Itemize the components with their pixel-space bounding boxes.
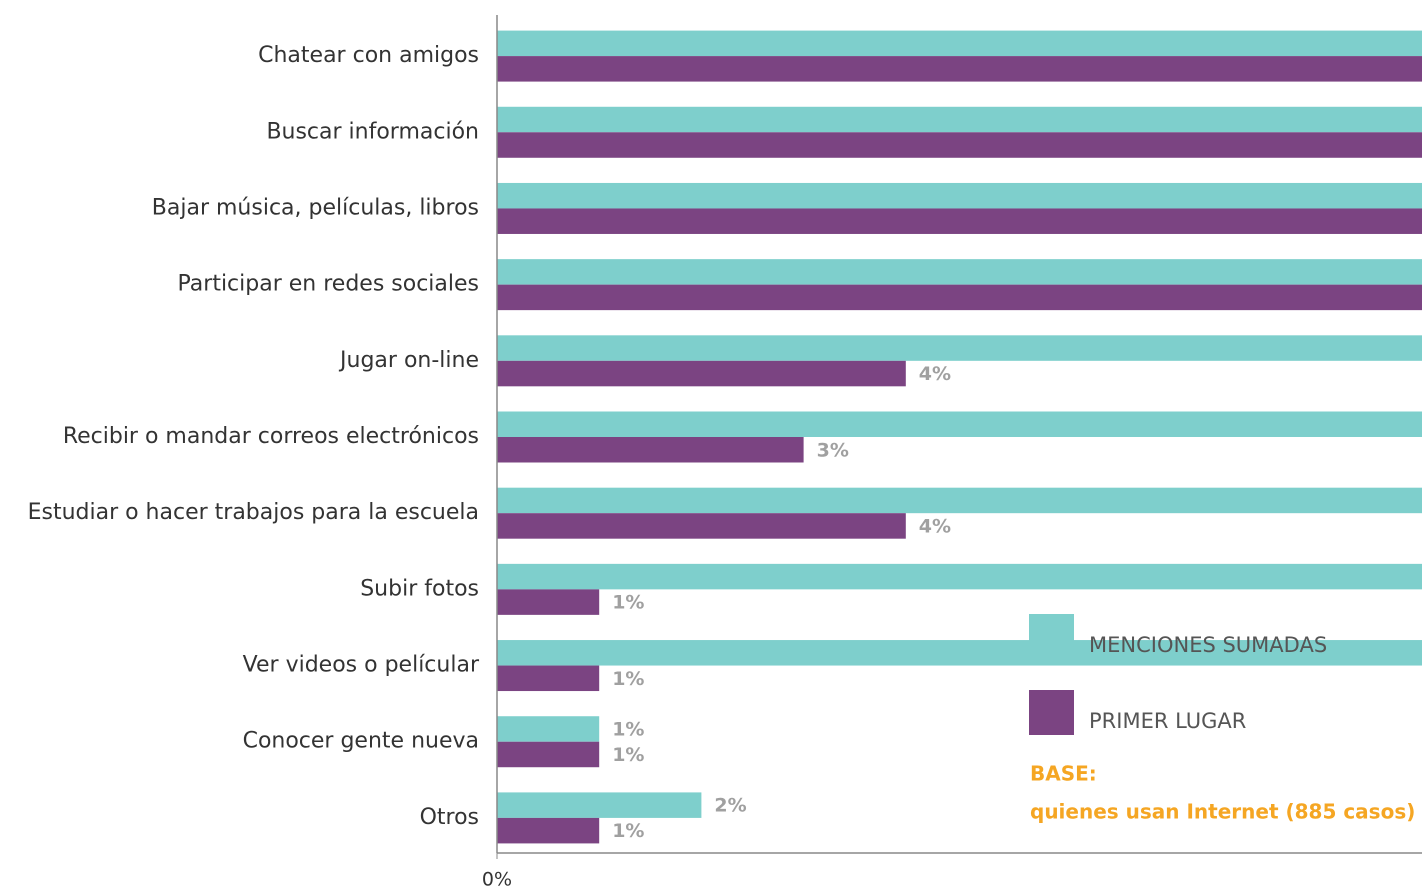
legend-label: PRIMER LUGAR bbox=[1089, 709, 1246, 733]
bar bbox=[497, 106, 1422, 133]
bar bbox=[497, 563, 1422, 590]
category-label: Ver videos o películar bbox=[243, 653, 480, 678]
category-label: Buscar información bbox=[266, 119, 479, 144]
category-label: Bajar música, películas, libros bbox=[152, 195, 479, 220]
bar bbox=[497, 284, 1422, 311]
category-label: Participar en redes sociales bbox=[178, 272, 479, 297]
bar bbox=[497, 182, 1422, 209]
legend-label: MENCIONES SUMADAS bbox=[1089, 633, 1327, 657]
value-label: 4% bbox=[919, 515, 951, 537]
bar bbox=[497, 716, 600, 742]
value-label: 3% bbox=[817, 439, 849, 461]
bar bbox=[497, 817, 600, 844]
value-label: 1% bbox=[612, 592, 644, 614]
bar bbox=[497, 487, 1422, 514]
bar bbox=[497, 259, 1422, 285]
bar bbox=[497, 513, 906, 539]
annotation: quienes usan Internet (885 casos) bbox=[1030, 800, 1415, 824]
category-label: Estudiar o hacer trabajos para la escuel… bbox=[28, 500, 479, 525]
bar bbox=[497, 640, 1422, 666]
bar bbox=[497, 30, 1422, 57]
bar bbox=[497, 335, 1422, 361]
value-label: 1% bbox=[612, 820, 644, 842]
bar bbox=[497, 56, 1422, 82]
legend-swatch bbox=[1029, 614, 1074, 659]
category-label: Otros bbox=[420, 805, 479, 830]
bar bbox=[497, 411, 1422, 437]
category-label: Jugar on-line bbox=[338, 348, 479, 373]
category-label: Conocer gente nueva bbox=[243, 729, 479, 754]
annotation: BASE: bbox=[1030, 762, 1097, 786]
legend-swatch bbox=[1029, 690, 1074, 735]
value-label: 2% bbox=[714, 795, 746, 817]
category-label: Chatear con amigos bbox=[258, 43, 479, 68]
bar bbox=[497, 208, 1422, 234]
bar bbox=[497, 589, 600, 615]
bar bbox=[497, 360, 906, 387]
bar bbox=[497, 741, 600, 768]
category-label: Recibir o mandar correos electrónicos bbox=[63, 424, 479, 449]
value-label: 1% bbox=[612, 744, 644, 766]
value-label: 1% bbox=[612, 718, 644, 740]
value-label: 4% bbox=[919, 363, 951, 385]
bar bbox=[497, 437, 804, 463]
bar bbox=[497, 132, 1422, 158]
bar bbox=[497, 792, 702, 818]
value-label: 1% bbox=[612, 668, 644, 690]
category-label: Subir fotos bbox=[360, 576, 479, 601]
bar bbox=[497, 665, 600, 692]
x-tick-label: 0% bbox=[482, 869, 512, 891]
